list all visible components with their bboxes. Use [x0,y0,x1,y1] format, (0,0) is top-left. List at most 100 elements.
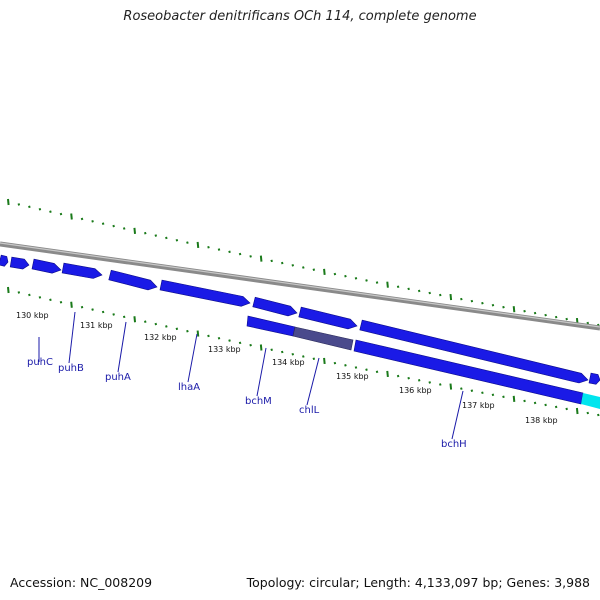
gene-leader-line [68,311,76,364]
gene-arrow[interactable] [31,258,62,274]
inner-tick-mark [112,313,115,316]
inner-tick-mark [270,348,273,352]
inner-tick-mark [365,368,368,371]
inner-tick-mark [428,381,431,384]
outer-tick-mark [344,274,347,278]
gene-arrow[interactable] [108,269,158,291]
outer-tick-mark [259,255,263,262]
gene-arrow[interactable] [298,306,358,330]
outer-tick-mark [186,241,189,244]
outer-tick-mark [375,281,379,284]
kbp-tick-label: 133 kbp [208,345,241,354]
inner-tick-mark [302,355,305,358]
inner-tick-mark [17,291,21,294]
inner-tick-mark [502,395,505,399]
kbp-tick-label: 137 kbp [462,401,495,410]
inner-tick-mark [449,383,453,390]
outer-tick-mark [439,293,442,297]
outer-tick-mark [207,245,210,249]
inner-tick-mark [491,393,495,397]
outer-tick-mark [323,268,326,275]
outer-tick-mark [270,259,273,263]
inner-tick-mark [344,364,347,367]
gene-label-bchm[interactable]: bchM [245,396,272,407]
gene-label-leaders: puhC puhB puhA lhaA bchM chlL bchH [27,311,467,450]
outer-tick-mark [80,217,84,221]
outer-tick-ring [7,198,600,327]
outer-tick-mark [144,231,147,235]
inner-tick-mark [249,343,252,347]
inner-tick-mark [523,399,526,403]
inner-tick-mark [407,376,410,380]
outer-tick-mark [565,317,568,321]
outer-tick-mark [417,289,421,293]
inner-tick-mark [207,334,210,338]
kbp-tick-label: 132 kbp [144,333,177,342]
inner-tick-mark [196,330,200,337]
outer-tick-mark [354,277,358,280]
reverse-strand-genes [246,315,600,409]
inner-tick-mark [80,305,84,309]
inner-tick-mark [259,344,263,351]
kbp-tick-label: 130 kbp [16,311,49,320]
inner-tick-mark [91,308,94,311]
outer-tick-mark [175,238,179,242]
outer-tick-mark [70,213,73,220]
kbp-tick-label: 135 kbp [336,372,369,381]
outer-tick-mark [396,285,400,289]
kbp-tick-label: 134 kbp [272,358,305,367]
gene-arrow[interactable] [0,254,9,267]
inner-tick-mark [101,310,105,314]
inner-tick-ring [7,286,600,417]
outer-tick-mark [386,281,389,288]
inner-tick-mark [154,322,158,326]
gene-arrow-highlight[interactable] [581,393,600,409]
gene-arrow-selected[interactable] [292,326,354,351]
inner-tick-mark [38,296,42,299]
gene-label-lhaa[interactable]: lhaA [178,382,200,393]
inner-tick-mark [586,411,590,415]
outer-tick-mark [407,287,410,291]
gene-label-puhc[interactable]: puhC [27,357,53,368]
gene-arrow[interactable] [252,296,298,317]
outer-tick-mark [280,261,284,265]
gene-arrow[interactable] [246,315,296,337]
gene-label-puhb[interactable]: puhB [58,363,84,374]
outer-tick-mark [154,234,158,237]
inner-tick-mark [354,366,358,369]
outer-tick-mark [333,272,337,276]
inner-tick-mark [312,357,316,361]
gene-label-chll[interactable]: chlL [299,405,320,416]
outer-tick-mark [217,248,221,251]
outer-tick-mark [249,255,252,258]
inner-tick-mark [333,361,337,365]
inner-tick-mark [49,298,52,302]
inner-tick-mark [417,379,421,382]
outer-tick-mark [533,311,537,315]
inner-tick-mark [460,387,463,390]
outer-tick-mark [449,293,453,301]
inner-tick-mark [575,407,579,415]
gene-arrow[interactable] [61,262,103,279]
outer-tick-mark [291,264,295,267]
gene-leader-line [306,357,320,406]
gene-arrow[interactable] [9,256,30,270]
inner-tick-mark [512,395,516,402]
outer-tick-mark [101,222,105,225]
genome-summary: Topology: circular; Length: 4,133,097 bp… [246,575,590,590]
inner-tick-mark [280,350,284,354]
inner-tick-mark [59,300,63,304]
gene-label-bchh[interactable]: bchH [441,439,467,450]
outer-tick-mark [554,315,558,319]
inner-tick-mark [228,339,231,342]
gene-arrow[interactable] [159,279,251,307]
inner-tick-mark [291,352,295,356]
outer-tick-mark [38,207,42,211]
gene-arrow[interactable] [588,372,600,385]
inner-tick-mark [481,391,484,395]
gene-label-puha[interactable]: puhA [105,372,131,383]
kbp-tick-label: 136 kbp [399,386,432,395]
outer-tick-mark [491,303,495,307]
gene-arrow[interactable] [359,319,589,384]
